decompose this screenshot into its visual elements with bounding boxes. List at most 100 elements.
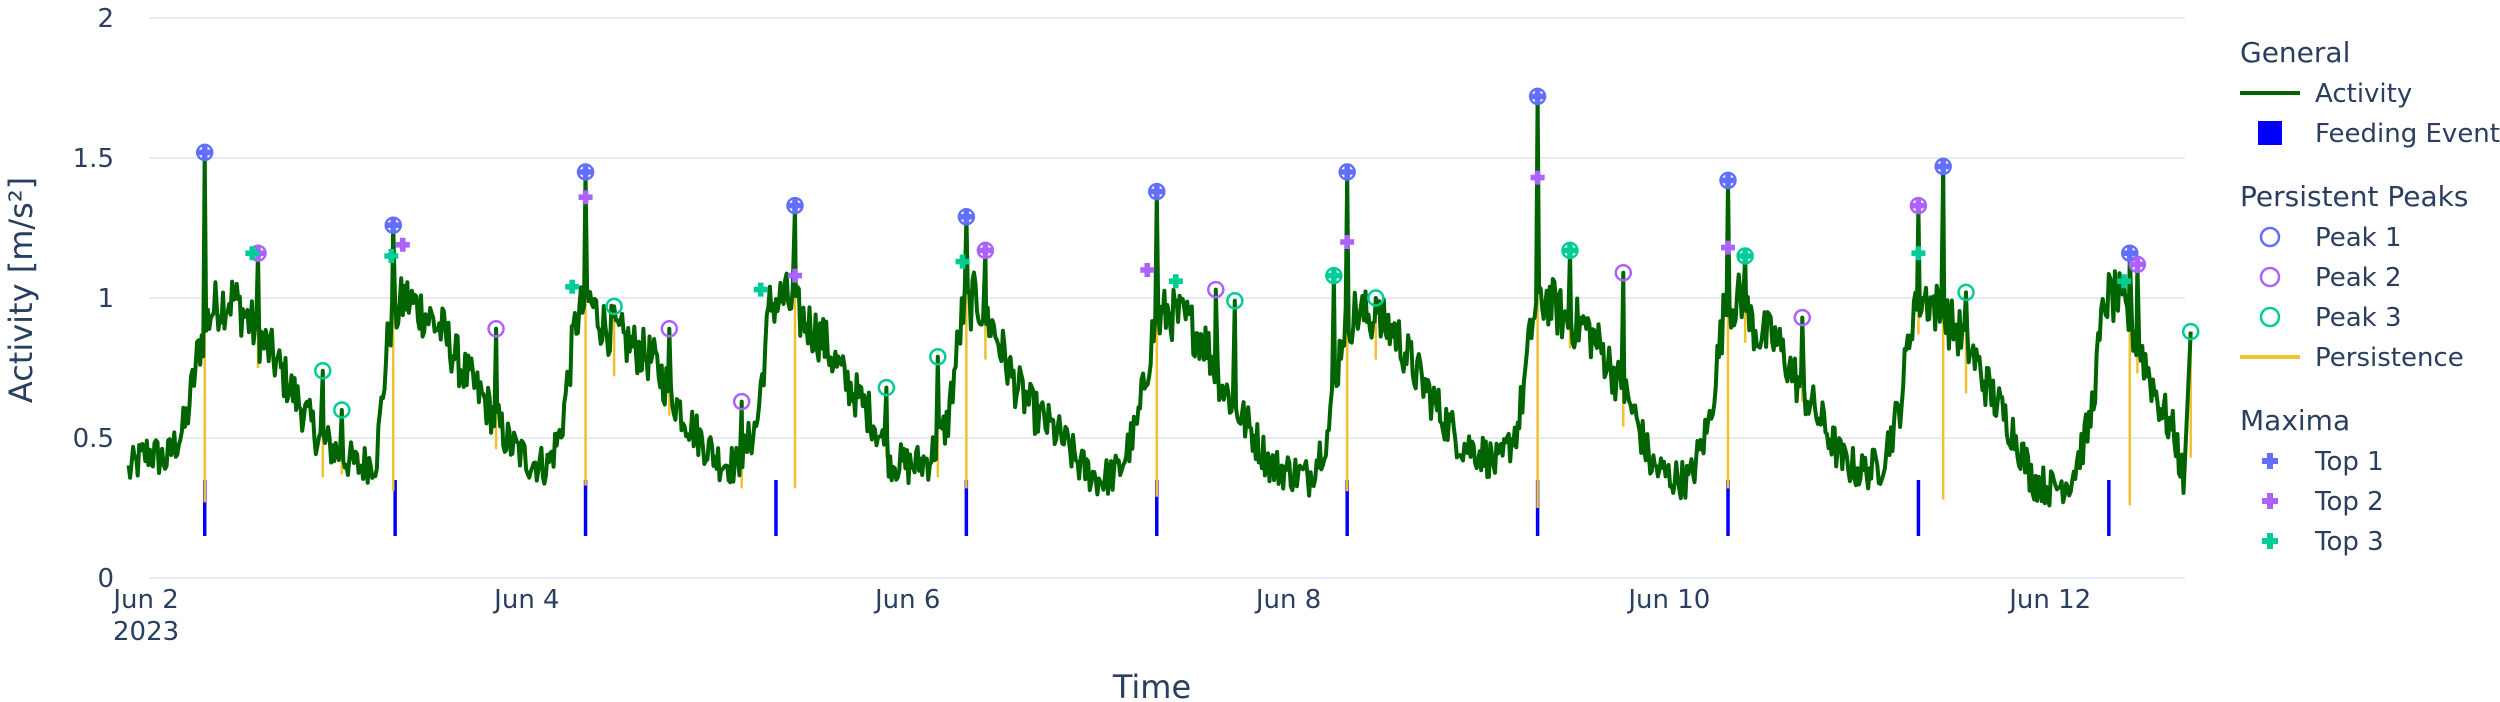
x-tick-label: Jun 10 [1626, 585, 1710, 615]
x-axis-title: Time [1112, 668, 1191, 702]
peak-1-marker [195, 143, 214, 162]
y-tick-label: 0.5 [73, 424, 114, 454]
top-3-marker [565, 279, 580, 294]
legend-item-label: Activity [2315, 79, 2412, 109]
top-2-marker [395, 237, 410, 252]
top-2-marker [1140, 263, 1155, 277]
y-tick-label: 2 [97, 4, 114, 34]
peak-3-marker [314, 362, 332, 380]
peak-3-marker [1561, 241, 1579, 260]
feeding-events [202, 480, 2111, 536]
top-3-marker [245, 246, 260, 261]
top-3-marker [2117, 274, 2132, 289]
top-2-marker [978, 243, 993, 258]
legend-top-1-swatch [2262, 453, 2278, 469]
legend: General Activity Feeding Event Persistent P… [2240, 36, 2500, 557]
peak-2-marker [1614, 264, 1633, 282]
maxima-markers [197, 89, 2145, 297]
legend-peak-2-swatch [2259, 266, 2281, 288]
top-3-marker [1562, 243, 1577, 258]
x-tick-label: Jun 4 [492, 585, 559, 615]
peak-2-marker [487, 320, 505, 338]
y-tick-label: 1.5 [73, 144, 114, 174]
top-1-marker [1936, 159, 1951, 174]
top-2-marker [2130, 257, 2145, 272]
legend-item-label: Persistence [2315, 343, 2464, 373]
x-tick-sublabel: 2023 [113, 617, 179, 647]
peak-3-marker [1367, 289, 1385, 307]
top-3-marker [753, 282, 768, 297]
y-tick-label: 1 [97, 284, 114, 314]
legend-peak-1-swatch [2259, 226, 2281, 248]
top-3-marker [384, 249, 399, 263]
peak-3-marker [1736, 247, 1754, 265]
top-1-marker [1530, 89, 1545, 104]
legend-item-label: Top 2 [2314, 487, 2384, 517]
peak-3-marker [1325, 266, 1343, 285]
peak-1-marker [1934, 157, 1952, 176]
top-3-marker [1738, 249, 1753, 263]
top-2-marker [1530, 170, 1545, 185]
legend-top-2-swatch [2262, 493, 2278, 509]
peak-2-marker [660, 320, 679, 338]
top-3-marker [1168, 274, 1183, 289]
legend-feeding-event-swatch [2258, 121, 2282, 145]
peak-3-marker [929, 348, 947, 366]
peak-2-marker [1793, 308, 1812, 327]
top-3-marker [1911, 246, 1926, 261]
x-tick-label: Jun 12 [2007, 585, 2091, 615]
legend-peak-3-swatch [2259, 306, 2281, 328]
peak-3-marker [877, 378, 896, 397]
peak-3-marker [333, 401, 351, 419]
peak-2-marker [732, 392, 751, 411]
legend-group-title: Persistent Peaks [2240, 180, 2468, 213]
legend-group-title: General [2240, 36, 2350, 69]
top-2-marker [1340, 235, 1355, 249]
peak-2-marker [1909, 196, 1928, 215]
peak-1-marker [1148, 182, 1166, 201]
top-3-marker [1326, 268, 1341, 283]
legend-item-label: Peak 2 [2315, 263, 2402, 293]
peak-1-marker [786, 196, 804, 215]
peak-2-marker [2128, 255, 2147, 274]
peak-3-marker [1957, 283, 1975, 302]
y-axis-tick-labels: 0 0.5 1 1.5 2 [73, 4, 114, 594]
top-1-marker [959, 209, 974, 224]
peak-3-marker [605, 297, 623, 316]
legend-item-label: Top 1 [2314, 447, 2384, 477]
top-1-marker [1149, 184, 1164, 199]
legend-item-label: Peak 1 [2315, 223, 2402, 253]
legend-item-label: Peak 3 [2315, 303, 2402, 333]
peak-3-marker [2181, 322, 2200, 341]
y-tick-label: 0 [97, 564, 114, 594]
legend-item-label: Top 3 [2314, 527, 2384, 557]
grid-lines [150, 17, 2185, 579]
legend-item-label: Feeding Event [2315, 119, 2500, 149]
peak-1-marker [957, 208, 976, 226]
peak-1-marker [384, 216, 402, 234]
top-2-marker [788, 268, 802, 283]
peak-1-marker [1528, 87, 1547, 106]
peak-2-marker [1207, 280, 1225, 299]
x-tick-label: Jun 8 [1254, 585, 1321, 615]
y-axis-title: Activity [m/s²] [2, 177, 40, 403]
top-2-marker [1911, 198, 1926, 213]
top-2-marker [1721, 240, 1736, 255]
top-1-marker [2122, 246, 2137, 261]
top-1-marker [1340, 165, 1355, 179]
x-tick-label: Jun 6 [873, 585, 940, 615]
legend-top-3-swatch [2262, 533, 2278, 549]
top-3-marker [955, 254, 970, 269]
x-tick-label: Jun 2 [111, 585, 178, 615]
top-1-marker [197, 145, 212, 160]
top-1-marker [578, 165, 593, 179]
top-1-marker [1721, 173, 1736, 188]
peak-2-marker [976, 241, 995, 260]
peak-1-marker [1338, 163, 1356, 181]
top-1-marker [788, 198, 802, 213]
top-2-marker [578, 190, 593, 205]
legend-group-title: Maxima [2240, 404, 2350, 437]
